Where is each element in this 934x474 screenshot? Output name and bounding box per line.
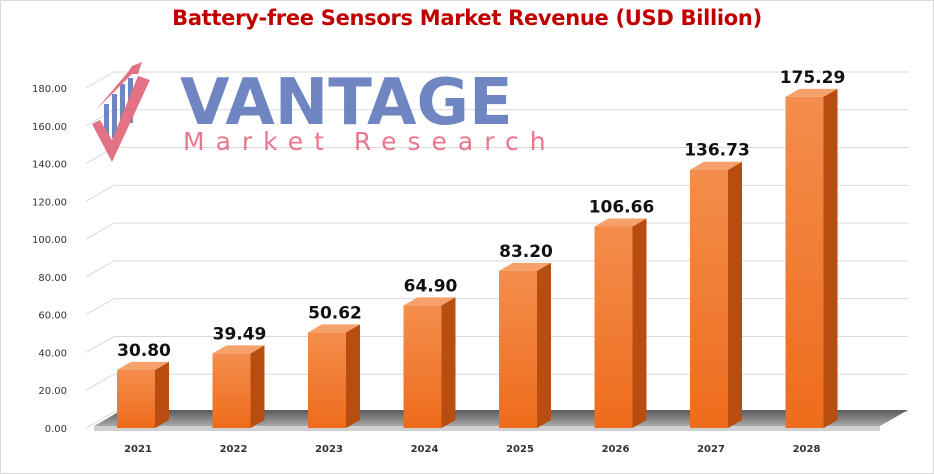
gridline [85, 184, 908, 202]
x-tick-label: 2026 [602, 444, 630, 455]
bar-side [823, 88, 838, 428]
x-tick-label: 2022 [220, 444, 248, 455]
bar-top [308, 324, 360, 333]
data-label: 83.20 [499, 242, 553, 262]
bar-front [212, 353, 251, 428]
bar-side [632, 218, 647, 428]
y-axis-ticks: 0.00 20.00 40.00 60.00 80.00 100.00 120.00 140.… [32, 84, 67, 435]
gridline [85, 373, 908, 391]
bar-side [250, 345, 265, 428]
gridline [85, 260, 908, 278]
bar-side [537, 262, 551, 428]
y-tick-label: 120.00 [32, 197, 67, 208]
bar-top [690, 161, 742, 170]
bar-top [403, 297, 456, 306]
y-tick-label: 180.00 [32, 84, 67, 95]
y-tick-label: 140.00 [32, 160, 67, 171]
logo-chart-icon [92, 62, 150, 162]
gridline [85, 222, 908, 240]
bar [594, 218, 647, 428]
data-label: 175.29 [780, 68, 846, 88]
bar [308, 324, 360, 428]
bar [212, 345, 265, 428]
data-label: 50.62 [308, 303, 362, 323]
floor-front [94, 426, 880, 431]
bar [403, 297, 456, 428]
logo-main-text: VANTAGE [180, 66, 513, 140]
gridline [85, 298, 908, 316]
data-label: 39.49 [213, 324, 267, 344]
x-axis-ticks: 2021 2022 2023 2024 2025 2026 2027 2028 [124, 444, 820, 455]
bar-front [117, 369, 155, 428]
x-tick-label: 2028 [793, 444, 821, 455]
y-tick-label: 40.00 [38, 348, 67, 359]
bar-front [594, 226, 633, 428]
watermark-logo: VANTAGE Market Research [92, 62, 557, 162]
logo-sub-text: Market Research [183, 127, 557, 156]
bar-side [346, 324, 360, 428]
data-label: 106.66 [589, 198, 655, 218]
bar-top [499, 262, 551, 271]
x-tick-label: 2024 [411, 444, 439, 455]
bar-side [728, 161, 742, 428]
data-label: 30.80 [117, 341, 171, 361]
x-tick-label: 2023 [315, 444, 343, 455]
bar [499, 262, 551, 428]
bars [117, 88, 838, 428]
bar [785, 88, 838, 428]
bar-front [690, 169, 728, 428]
bar-top [785, 88, 838, 97]
bar [117, 361, 169, 428]
bar-front [308, 332, 346, 428]
bar-front [499, 270, 537, 428]
bar-side [155, 361, 169, 428]
data-label: 64.90 [404, 276, 458, 296]
x-tick-label: 2025 [506, 444, 534, 455]
y-tick-label: 60.00 [38, 311, 67, 322]
x-tick-label: 2027 [697, 444, 725, 455]
chart-title: Battery-free Sensors Market Revenue (USD… [172, 6, 762, 30]
bar-front [403, 305, 442, 428]
bar-top [594, 218, 647, 227]
gridline [85, 335, 908, 353]
gridline [85, 71, 908, 89]
y-tick-label: 100.00 [32, 235, 67, 246]
x-tick-label: 2021 [124, 444, 152, 455]
y-tick-label: 0.00 [45, 424, 67, 435]
y-tick-label: 20.00 [38, 386, 67, 397]
bar-top [212, 345, 265, 354]
data-label: 136.73 [684, 141, 750, 161]
y-tick-label: 160.00 [32, 122, 67, 133]
y-tick-label: 80.00 [38, 273, 67, 284]
bar-side [441, 297, 456, 428]
bar-front [785, 96, 824, 428]
bar-top [117, 361, 169, 370]
data-labels: 30.80 39.49 50.62 64.90 83.20 106.66 136.73 175… [117, 68, 845, 361]
bar [690, 161, 742, 428]
